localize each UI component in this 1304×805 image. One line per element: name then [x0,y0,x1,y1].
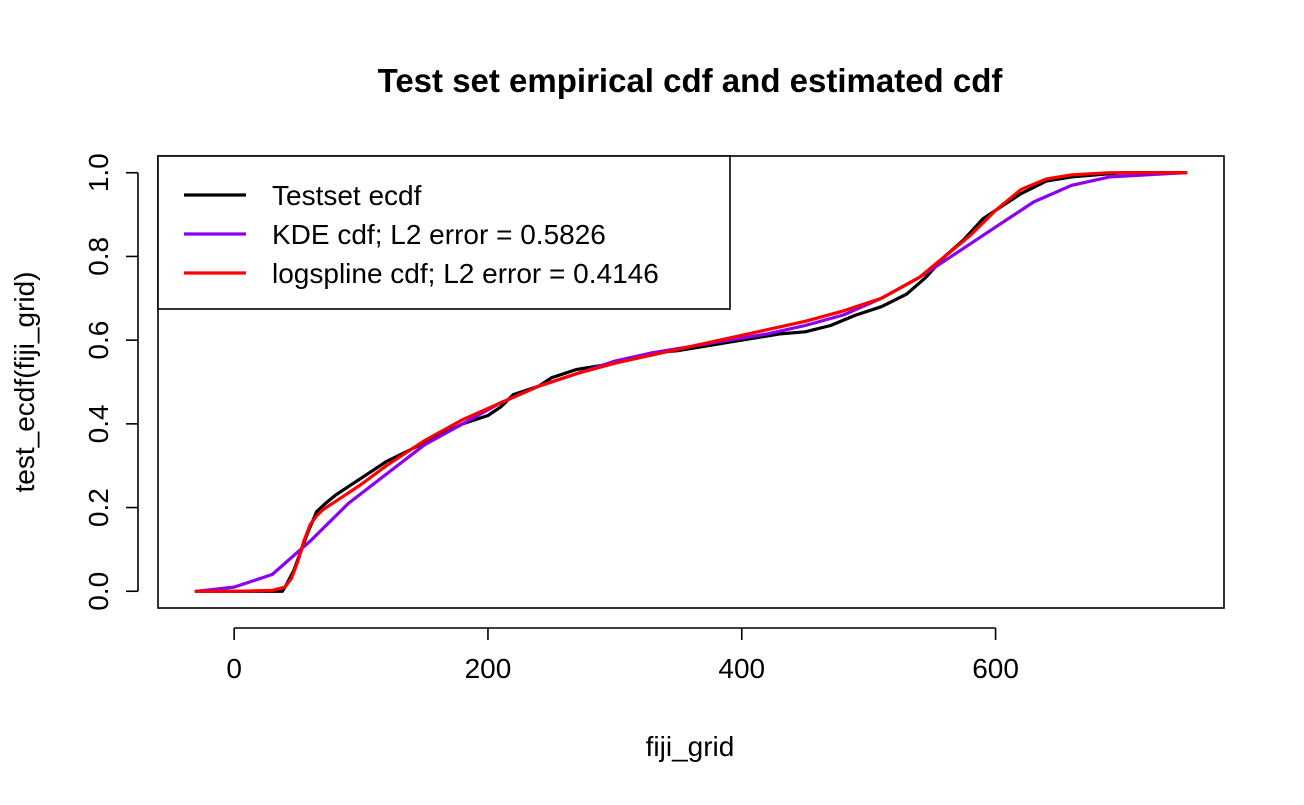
legend-label: Testset ecdf [272,180,422,211]
x-tick-label: 400 [718,653,765,684]
y-axis-label: test_ecdf(fiji_grid) [9,272,40,493]
y-tick-label: 1.0 [83,153,114,192]
legend-box [157,155,731,310]
x-axis-label: fiji_grid [646,731,735,762]
x-tick-label: 600 [972,653,1019,684]
x-axis: 0 200 400 600 [226,627,1019,684]
x-tick-label: 0 [226,653,242,684]
chart-title: Test set empirical cdf and estimated cdf [378,62,1004,99]
y-tick-label: 0.2 [83,488,114,527]
y-tick-label: 0.0 [83,572,114,611]
legend-label: KDE cdf; L2 error = 0.5826 [272,219,606,250]
y-tick-label: 0.6 [83,321,114,360]
legend: Testset ecdf KDE cdf; L2 error = 0.5826 lo… [157,155,731,310]
legend-label: logspline cdf; L2 error = 0.4146 [272,258,659,289]
x-tick-label: 200 [465,653,512,684]
y-tick-label: 0.4 [83,404,114,443]
y-tick-label: 0.8 [83,237,114,276]
series-line-2 [194,171,1188,593]
series-layer [194,171,1188,593]
y-axis: 0.0 0.2 0.4 0.6 0.8 1.0 [83,153,139,611]
